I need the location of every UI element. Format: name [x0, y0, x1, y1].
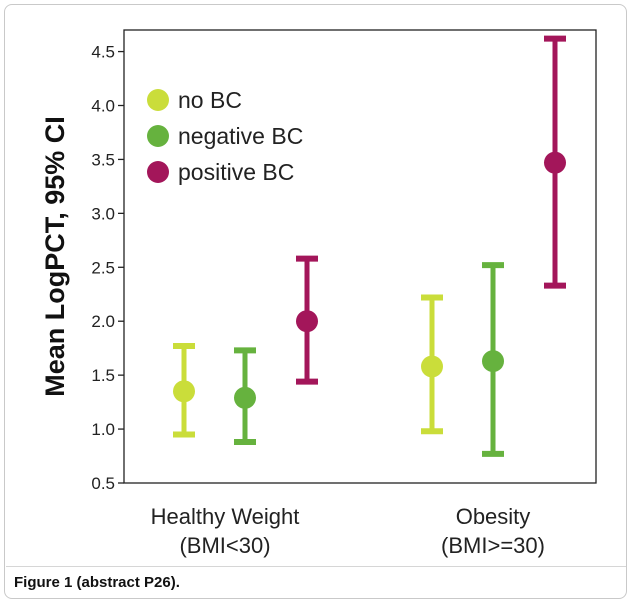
x-category-sublabel: (BMI<30) [179, 533, 270, 558]
legend-label: no BC [178, 87, 242, 113]
figure-frame [4, 4, 627, 599]
y-tick-label: 2.5 [91, 258, 115, 277]
y-tick-label: 2.0 [91, 312, 115, 331]
x-category-sublabel: (BMI>=30) [441, 533, 545, 558]
mean-marker [482, 350, 504, 373]
y-tick-label: 3.5 [91, 150, 115, 169]
y-tick-label: 0.5 [91, 474, 115, 493]
y-tick-label: 3.0 [91, 204, 115, 223]
caption-divider [6, 566, 626, 567]
legend-label: negative BC [178, 123, 303, 149]
y-axis-label: Mean LogPCT, 95% CI [40, 116, 70, 397]
mean-marker [173, 380, 195, 403]
y-tick-label: 4.0 [91, 97, 115, 116]
x-category-label: Healthy Weight [151, 504, 300, 529]
mean-marker [544, 151, 566, 174]
y-tick-label: 1.5 [91, 366, 115, 385]
legend-marker [147, 89, 169, 111]
legend-marker [147, 125, 169, 147]
x-category-label: Obesity [456, 504, 531, 529]
legend-label: positive BC [178, 159, 294, 185]
y-tick-label: 4.5 [91, 43, 115, 62]
mean-marker [296, 310, 318, 333]
mean-marker [421, 355, 443, 378]
mean-marker [234, 386, 256, 409]
figure-caption: Figure 1 (abstract P26). [14, 574, 180, 591]
y-tick-label: 1.0 [91, 420, 115, 439]
plot-area [123, 29, 597, 484]
legend-marker [147, 161, 169, 183]
